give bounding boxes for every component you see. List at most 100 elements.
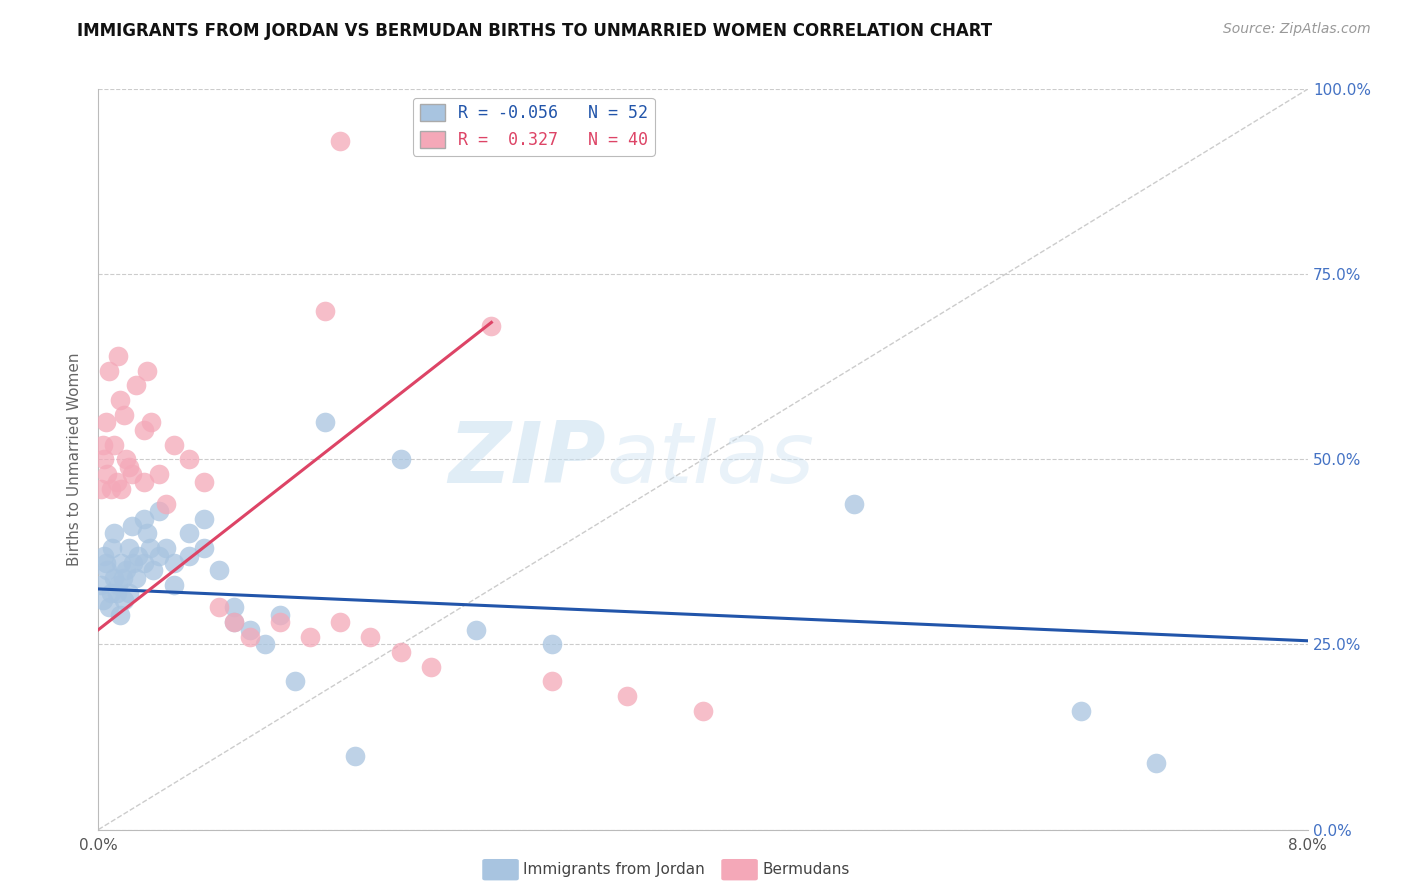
Point: [155, 497, 177, 511]
Point: [118, 541, 141, 556]
Point: [420, 659, 443, 673]
Point: [127, 549, 149, 563]
Point: [98, 600, 121, 615]
Point: [163, 437, 186, 451]
Point: [96, 564, 118, 578]
Point: [344, 748, 367, 763]
Point: [118, 585, 141, 599]
Point: [239, 623, 262, 637]
Point: [389, 452, 412, 467]
Text: Source: ZipAtlas.com: Source: ZipAtlas.com: [1223, 22, 1371, 37]
Point: [692, 704, 714, 718]
Point: [94, 415, 117, 429]
Point: [148, 549, 170, 563]
Point: [100, 585, 122, 599]
Point: [163, 556, 186, 570]
Point: [121, 467, 143, 482]
Point: [93, 549, 115, 563]
Point: [141, 415, 163, 429]
Point: [98, 363, 121, 377]
Point: [481, 319, 503, 334]
Point: [91, 437, 114, 451]
Point: [118, 459, 141, 474]
Text: ZIP: ZIP: [449, 417, 606, 501]
Text: Bermudans: Bermudans: [762, 863, 849, 877]
Point: [135, 526, 157, 541]
Point: [125, 571, 148, 585]
Point: [90, 482, 112, 496]
Point: [121, 519, 143, 533]
Point: [105, 585, 128, 599]
Point: [193, 475, 215, 489]
Point: [107, 578, 129, 592]
Point: [208, 564, 231, 578]
Point: [224, 615, 246, 630]
Point: [112, 408, 135, 422]
Point: [112, 593, 135, 607]
Point: [132, 423, 155, 437]
Point: [94, 556, 117, 570]
Point: [148, 504, 170, 518]
Point: [540, 674, 562, 689]
Point: [110, 556, 132, 570]
Point: [148, 467, 170, 482]
Point: [314, 304, 336, 318]
Point: [389, 645, 412, 659]
Legend: R = -0.056   N = 52, R =  0.327   N = 40: R = -0.056 N = 52, R = 0.327 N = 40: [413, 97, 655, 155]
Point: [103, 526, 125, 541]
Point: [125, 378, 148, 392]
Point: [329, 134, 352, 148]
Point: [299, 630, 322, 644]
Point: [101, 541, 124, 556]
Point: [135, 363, 157, 377]
Point: [224, 600, 246, 615]
Point: [122, 556, 145, 570]
Point: [179, 526, 201, 541]
Point: [163, 578, 186, 592]
Text: IMMIGRANTS FROM JORDAN VS BERMUDAN BIRTHS TO UNMARRIED WOMEN CORRELATION CHART: IMMIGRANTS FROM JORDAN VS BERMUDAN BIRTH…: [77, 22, 993, 40]
Point: [132, 511, 155, 525]
Point: [329, 615, 352, 630]
Point: [844, 497, 866, 511]
Text: atlas: atlas: [606, 417, 814, 501]
Point: [107, 349, 129, 363]
Point: [142, 564, 165, 578]
Point: [193, 511, 215, 525]
Point: [91, 593, 114, 607]
Point: [132, 556, 155, 570]
Point: [360, 630, 382, 644]
Point: [540, 637, 562, 651]
Point: [155, 541, 177, 556]
Point: [1070, 704, 1092, 718]
Point: [96, 467, 118, 482]
Point: [253, 637, 276, 651]
Text: Immigrants from Jordan: Immigrants from Jordan: [523, 863, 704, 877]
Point: [110, 482, 132, 496]
Point: [208, 600, 231, 615]
Point: [90, 578, 112, 592]
Point: [105, 475, 128, 489]
Point: [111, 571, 134, 585]
Point: [108, 607, 131, 622]
Point: [103, 571, 125, 585]
Point: [114, 452, 136, 467]
Point: [108, 393, 131, 408]
Y-axis label: Births to Unmarried Women: Births to Unmarried Women: [67, 352, 83, 566]
Point: [269, 607, 291, 622]
Point: [269, 615, 291, 630]
Point: [179, 452, 201, 467]
Point: [100, 482, 122, 496]
Point: [179, 549, 201, 563]
Point: [132, 475, 155, 489]
Point: [314, 415, 336, 429]
Point: [1146, 756, 1168, 770]
Point: [465, 623, 488, 637]
Point: [114, 564, 136, 578]
Point: [103, 437, 125, 451]
Point: [284, 674, 307, 689]
Point: [224, 615, 246, 630]
Point: [93, 452, 115, 467]
Point: [239, 630, 262, 644]
Point: [139, 541, 162, 556]
Point: [193, 541, 215, 556]
